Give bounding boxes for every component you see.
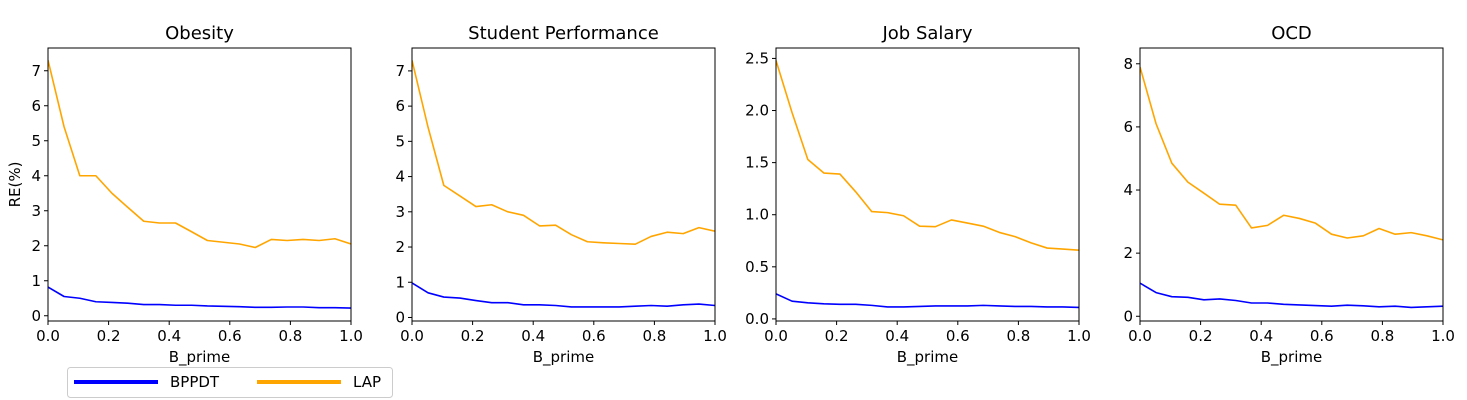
x-tick-label: 0.4 [521, 327, 545, 345]
y-tick-label: 0 [1123, 307, 1133, 325]
x-tick-label: 0.0 [1128, 327, 1152, 345]
y-tick-label: 8 [1123, 55, 1133, 73]
x-axis-label: B_prime [533, 348, 595, 367]
y-tick-label: 6 [31, 97, 41, 115]
subplot-job-salary: 0.0 0.2 0.4 0.6 0.8 1.0 0.0 0.5 1.0 1.5 2.0 2.5 Job … [745, 23, 1091, 367]
y-tick-label: 6 [1123, 118, 1133, 136]
subplot-student-performance: 0.0 0.2 0.4 0.6 0.8 1.0 0 1 2 3 4 5 6 7 Student Perfor… [395, 23, 726, 367]
x-tick-label: 1.0 [339, 327, 363, 345]
y-tick-label: 0.5 [745, 258, 769, 276]
x-tick-label: 0.0 [400, 327, 424, 345]
series-line-lap-ocd [1140, 66, 1443, 241]
x-tick-label: 0.4 [157, 327, 181, 345]
x-tick-label: 0.8 [1370, 327, 1394, 345]
y-tick-label: 1 [395, 273, 405, 291]
x-tick-label: 0.0 [764, 327, 788, 345]
series-line-bppdt-job-salary [776, 293, 1079, 309]
plot-frame [47, 47, 352, 322]
y-tick-label: 2.5 [745, 49, 769, 67]
plot-frame [411, 47, 716, 322]
subplot-obesity: 0.0 0.2 0.4 0.6 0.8 1.0 0 1 2 3 4 5 6 7 Obesity B_prime… [6, 23, 363, 367]
y-tick-label: 7 [31, 62, 41, 80]
x-tick-label: 0.2 [1189, 327, 1213, 345]
y-tick-label: 2.0 [745, 102, 769, 120]
y-tick-label: 6 [395, 97, 405, 115]
chart-title: Obesity [165, 23, 234, 44]
x-tick-label: 0.0 [36, 327, 60, 345]
x-tick-label: 1.0 [703, 327, 727, 345]
y-tick-label: 0 [395, 308, 405, 326]
x-tick-label: 0.8 [1006, 327, 1030, 345]
y-tick-label: 1.0 [745, 206, 769, 224]
chart-title: Job Salary [881, 23, 972, 44]
y-tick-label: 2 [31, 237, 41, 255]
x-tick-label: 0.6 [218, 327, 242, 345]
series-line-lap-obesity [48, 60, 351, 249]
y-axis-label: RE(%) [6, 162, 24, 208]
y-tick-label: 4 [395, 168, 405, 186]
plot-frame [775, 47, 1080, 322]
x-tick-label: 0.2 [461, 327, 485, 345]
x-tick-label: 1.0 [1431, 327, 1455, 345]
y-tick-label: 0.0 [745, 310, 769, 328]
y-tick-label: 7 [395, 62, 405, 80]
y-tick-label: 3 [395, 203, 405, 221]
x-tick-label: 0.2 [825, 327, 849, 345]
x-tick-label: 0.4 [885, 327, 909, 345]
x-tick-label: 0.6 [1310, 327, 1334, 345]
chart-title: Student Performance [468, 23, 659, 44]
x-tick-label: 0.8 [642, 327, 666, 345]
subplot-ocd: 0.0 0.2 0.4 0.6 0.8 1.0 0 2 4 6 8 OCD B_prime [1123, 23, 1454, 367]
x-axis-label: B_prime [169, 348, 231, 367]
y-tick-label: 2 [395, 238, 405, 256]
x-tick-label: 0.8 [278, 327, 302, 345]
series-line-bppdt-ocd [1140, 282, 1443, 309]
chart-title: OCD [1271, 23, 1312, 44]
y-tick-label: 3 [31, 202, 41, 220]
series-line-bppdt-obesity [48, 286, 351, 309]
y-tick-label: 1 [31, 272, 41, 290]
x-tick-label: 0.6 [946, 327, 970, 345]
series-line-lap-student-performance [412, 60, 715, 246]
x-tick-label: 1.0 [1067, 327, 1091, 345]
series-line-bppdt-student-performance [412, 282, 715, 308]
y-tick-label: 2 [1123, 244, 1133, 262]
y-tick-label: 1.5 [745, 154, 769, 172]
legend-label-bppdt: BPPDT [170, 373, 220, 391]
y-tick-label: 4 [1123, 181, 1133, 199]
x-axis-label: B_prime [1261, 348, 1323, 367]
x-tick-label: 0.2 [97, 327, 121, 345]
plot-frame [1139, 47, 1444, 322]
y-tick-label: 4 [31, 167, 41, 185]
legend-label-lap: LAP [353, 373, 381, 391]
x-tick-label: 0.6 [582, 327, 606, 345]
y-tick-label: 5 [395, 132, 405, 150]
series-line-lap-job-salary [776, 60, 1079, 251]
y-tick-label: 5 [31, 132, 41, 150]
y-tick-label: 0 [31, 307, 41, 325]
legend-box [67, 367, 393, 398]
x-tick-label: 0.4 [1249, 327, 1273, 345]
x-axis-label: B_prime [897, 348, 959, 367]
legend: BPPDT LAP [67, 367, 393, 398]
